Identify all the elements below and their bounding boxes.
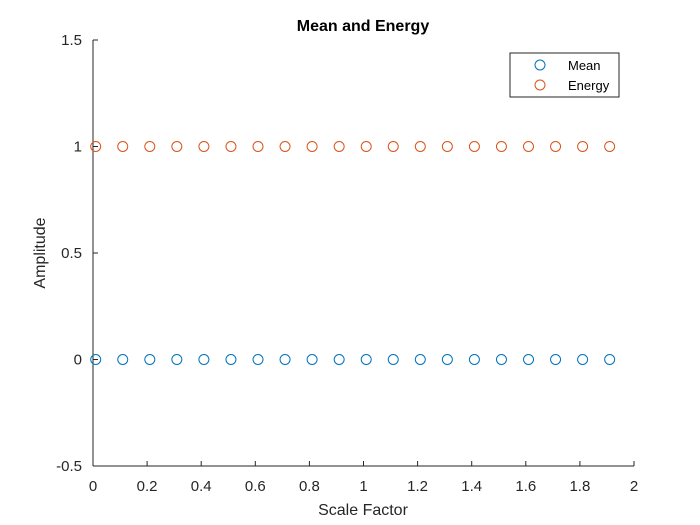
plot-area [93,40,634,466]
energy-point [550,141,562,152]
mean-point [360,354,372,365]
energy-point [387,141,399,152]
x-axis-label: Scale Factor [318,502,408,519]
mean-point [495,354,507,365]
energy-point [90,141,102,152]
energy-point [495,141,507,152]
mean-point [171,354,183,365]
y-tick-label: 1.5 [61,32,82,49]
mean-point [279,354,291,365]
legend-label-energy: Energy [568,78,610,93]
x-tick-label: 0.8 [299,478,320,495]
energy-point [198,141,210,152]
mean-point [468,354,480,365]
plot-background [93,40,634,466]
mean-point [523,354,535,365]
y-tick-label: -0.5 [56,458,82,475]
energy-point [279,141,291,152]
series-mean [90,354,616,365]
mean-point [577,354,589,365]
mean-point [387,354,399,365]
mean-point [414,354,426,365]
mean-point [306,354,318,365]
axes: 0 0.2 0.4 0.6 0.8 1 1.2 1.4 1.6 1.8 2 -0.5 0 0.5 1 1.5 [56,32,638,495]
series-energy [90,141,616,152]
mean-point [117,354,129,365]
legend[interactable]: Mean Energy [509,52,620,98]
data-marks [90,141,616,365]
energy-point [333,141,345,152]
x-tick-label: 1.6 [515,478,536,495]
mean-point [441,354,453,365]
energy-point [604,141,616,152]
energy-point [144,141,156,152]
y-tick-label: 0 [74,352,82,369]
x-tick-label: 0 [89,478,97,495]
energy-point [523,141,535,152]
mean-point [144,354,156,365]
energy-point [441,141,453,152]
legend-marker-energy [534,79,546,91]
y-tick-label: 0.5 [61,245,82,262]
mean-point [252,354,264,365]
energy-point [306,141,318,152]
x-tick-label: 2 [630,478,638,495]
mean-point [225,354,237,365]
x-tick-label: 1.8 [569,478,590,495]
mean-point [90,354,102,365]
x-tick-label: 1 [359,478,367,495]
energy-point [252,141,264,152]
x-tick-label: 1.4 [461,478,482,495]
energy-point [414,141,426,152]
energy-point [360,141,372,152]
mean-point [333,354,345,365]
mean-point [198,354,210,365]
energy-point [468,141,480,152]
chart-title: Mean and Energy [297,18,430,35]
energy-point [225,141,237,152]
legend-marker-mean [534,59,546,71]
energy-point [117,141,129,152]
legend-box [509,52,620,98]
x-tick-label: 1.2 [407,478,428,495]
x-tick-label: 0.2 [137,478,158,495]
mean-point [550,354,562,365]
energy-point [577,141,589,152]
y-tick-label: 1 [74,139,82,156]
x-tick-label: 0.4 [191,478,212,495]
legend-label-mean: Mean [568,58,601,73]
energy-point [171,141,183,152]
mean-point [604,354,616,365]
x-tick-label: 0.6 [245,478,266,495]
y-axis-label: Amplitude [32,217,49,288]
